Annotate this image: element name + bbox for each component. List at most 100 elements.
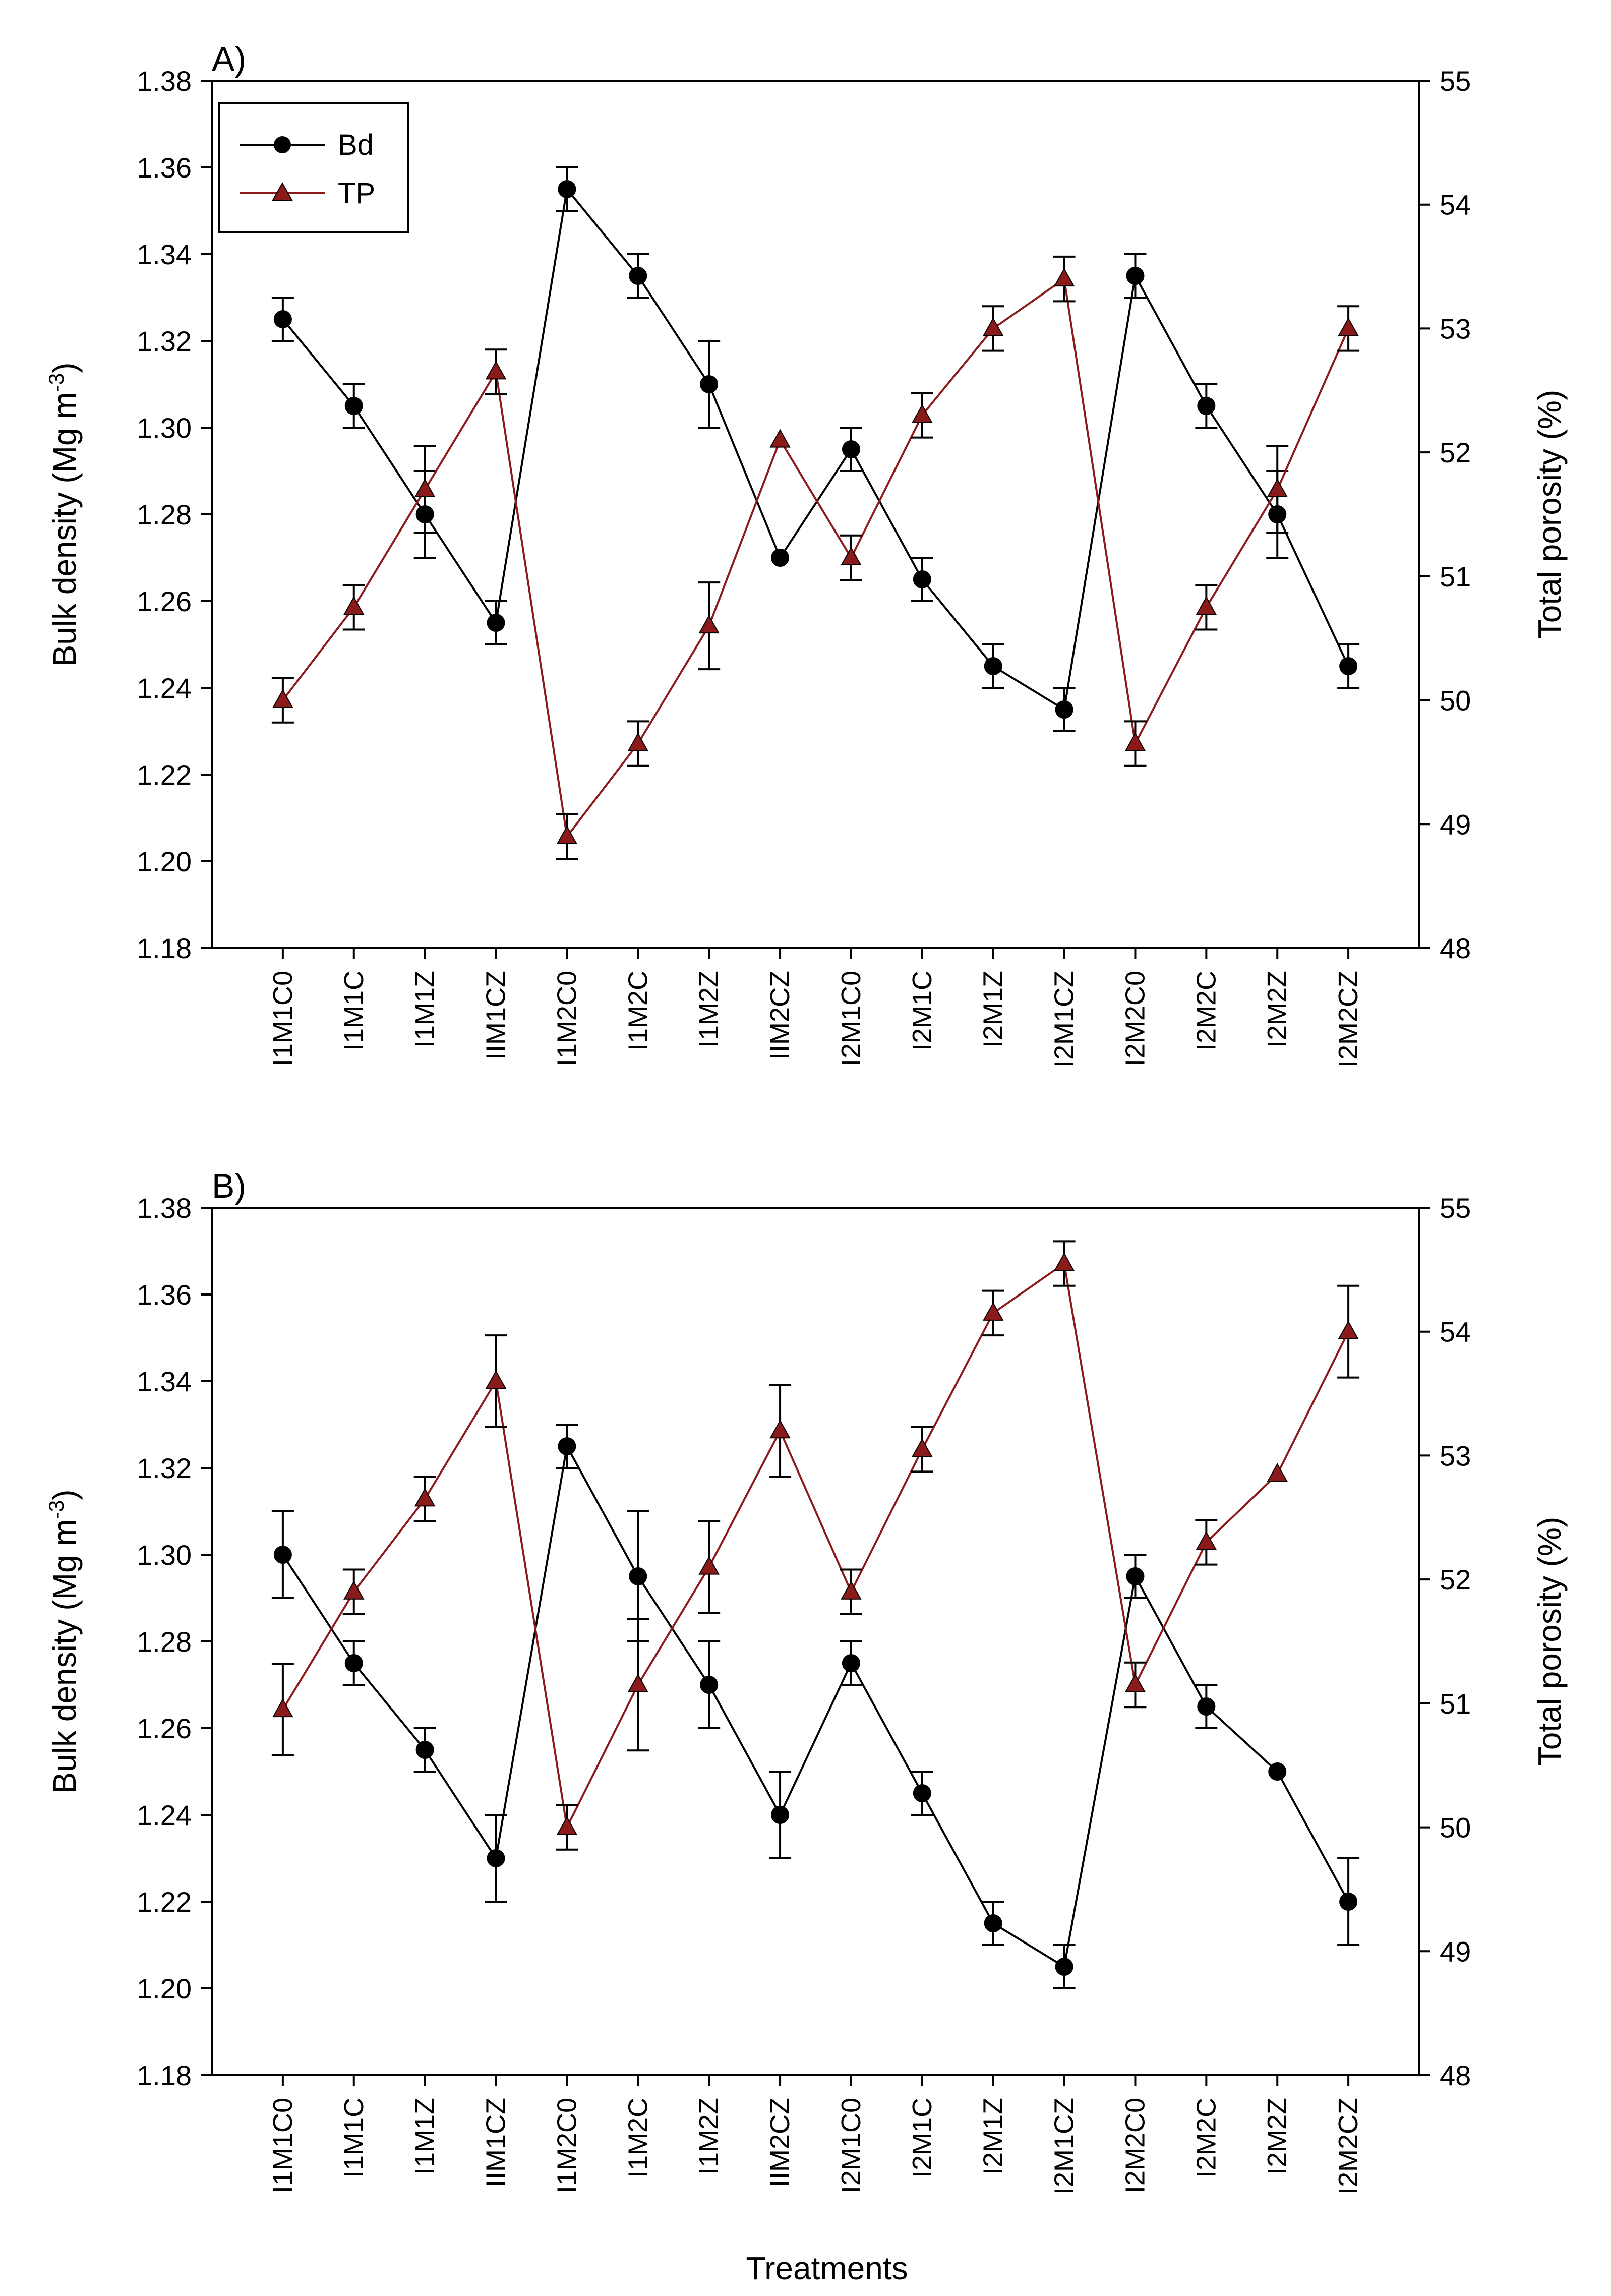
bd-point (1339, 657, 1358, 675)
tp-point (1196, 1531, 1217, 1550)
x-tick-label: I2M1CZ (1049, 2098, 1080, 2195)
bd-point (1126, 267, 1145, 285)
y-tick-label: 1.18 (137, 932, 192, 964)
bd-point (913, 1784, 931, 1802)
bd-point (1268, 1762, 1287, 1781)
tp-point (1053, 268, 1075, 287)
tp-point (556, 825, 578, 844)
bd-point (629, 267, 647, 285)
x-tick-label: IIM1CZ (481, 971, 511, 1060)
y-tick-label: 1.28 (137, 499, 192, 531)
tp-point (485, 361, 507, 380)
tp-point (1053, 1252, 1075, 1271)
x-tick-label: I1M1Z (410, 2098, 440, 2175)
x-tick-label: I2M2Z (1262, 971, 1292, 1048)
bd-series-line (282, 187, 1349, 712)
bd-point (842, 1654, 860, 1672)
bd-point (1339, 1893, 1358, 1911)
bd-point (558, 1437, 576, 1455)
bd-point (487, 1849, 505, 1867)
y2-tick-label: 49 (1440, 1935, 1471, 1967)
y2-axis-title: Total porosity (%) (1531, 390, 1568, 639)
y-tick-label: 1.20 (137, 1973, 192, 2005)
x-tick-label: I1M1C0 (268, 971, 298, 1066)
y-tick-label: 1.20 (137, 846, 192, 877)
x-tick-label: IIM2CZ (765, 971, 795, 1060)
y2-tick-label: 53 (1440, 313, 1471, 344)
x-tick-label: I1M2C0 (552, 2098, 582, 2193)
y-tick-label: 1.36 (137, 152, 192, 184)
x-tick-label: I2M2C (1191, 2098, 1221, 2178)
tp-point (912, 1438, 933, 1457)
legend-box (218, 102, 409, 233)
panel-label: A) (212, 40, 246, 78)
legend-tp-label: TP (338, 177, 375, 210)
bd-point (1055, 700, 1073, 719)
tp-point (627, 732, 648, 751)
bd-point (344, 397, 363, 415)
y-tick-label: 1.26 (137, 585, 192, 617)
x-tick-label: I2M2Z (1262, 2098, 1292, 2175)
x-tick-label: I2M1C0 (836, 971, 866, 1066)
tp-point (1124, 732, 1146, 751)
y-tick-label: 1.22 (137, 759, 192, 791)
y-tick-label: 1.36 (137, 1279, 192, 1311)
y-tick-label: 1.32 (137, 1452, 192, 1484)
x-tick-label: I1M1Z (410, 971, 440, 1048)
bd-point (984, 1914, 1002, 1932)
x-tick-label: I1M1C0 (268, 2098, 298, 2193)
panel-a-chart: A) 1.18 1.20 1.22 1.24 1.26 1.28 1.30 1.32 1.34 1.… (44, 40, 1568, 1068)
tp-point (698, 1556, 720, 1575)
legend-bd-marker (274, 136, 291, 153)
panel-label: B) (212, 1167, 246, 1205)
tp-point (983, 1302, 1004, 1321)
y2-tick-label: 53 (1440, 1440, 1471, 1471)
x-tick-label: I2M1CZ (1049, 971, 1080, 1068)
x-tick-label: I2M1Z (978, 971, 1008, 1048)
x-tick-label: I1M2C (623, 971, 653, 1051)
tp-point (343, 1580, 365, 1600)
y2-tick-label: 49 (1440, 808, 1471, 840)
x-tick-label: I2M2C0 (1120, 2098, 1150, 2193)
y2-tick-label: 54 (1440, 189, 1471, 221)
tp-point (1267, 1463, 1288, 1482)
y-tick-label: 1.24 (137, 672, 192, 704)
bd-point (415, 1741, 434, 1759)
y2-tick-label: 48 (1440, 932, 1471, 964)
y-tick-label: 1.34 (137, 239, 192, 270)
x-tick-label: I1M2C0 (552, 971, 582, 1066)
y-axis-title: Bulk density (Mg m-3) (44, 363, 83, 667)
y2-tick-label: 50 (1440, 1812, 1471, 1844)
x-tick-label: I2M2C0 (1120, 971, 1150, 1066)
tp-point (912, 404, 933, 423)
tp-point (769, 429, 791, 448)
y-tick-label: 1.22 (137, 1886, 192, 1918)
x-tick-label: I2M2C (1191, 971, 1221, 1051)
tp-point (556, 1816, 578, 1835)
y2-tick-label: 48 (1440, 2059, 1471, 2091)
tp-point (841, 546, 862, 565)
bd-point (1197, 1697, 1216, 1716)
y-tick-label: 1.28 (137, 1626, 192, 1658)
y2-tick-label: 50 (1440, 685, 1471, 717)
tp-point (698, 615, 720, 634)
y-tick-label: 1.30 (137, 1539, 192, 1571)
x-tick-label: IIM1CZ (481, 2098, 511, 2187)
tp-point (983, 317, 1004, 336)
tp-point (414, 478, 436, 497)
tp-series-line (282, 1262, 1349, 1831)
y-tick-label: 1.18 (137, 2059, 192, 2091)
bd-point (344, 1654, 363, 1672)
tp-series-line (282, 277, 1349, 839)
y-tick-label: 1.24 (137, 1799, 192, 1831)
bd-point (700, 1676, 719, 1694)
x-tick-label: I1M2C (623, 2098, 653, 2178)
y-tick-label: 1.26 (137, 1713, 192, 1744)
tp-point (272, 689, 293, 708)
tp-point (343, 596, 365, 615)
y-tick-label: 1.38 (137, 1192, 192, 1224)
x-tick-label: I2M1C (907, 2098, 937, 2178)
tp-point (1196, 596, 1217, 615)
legend-bd-label: Bd (338, 129, 374, 161)
